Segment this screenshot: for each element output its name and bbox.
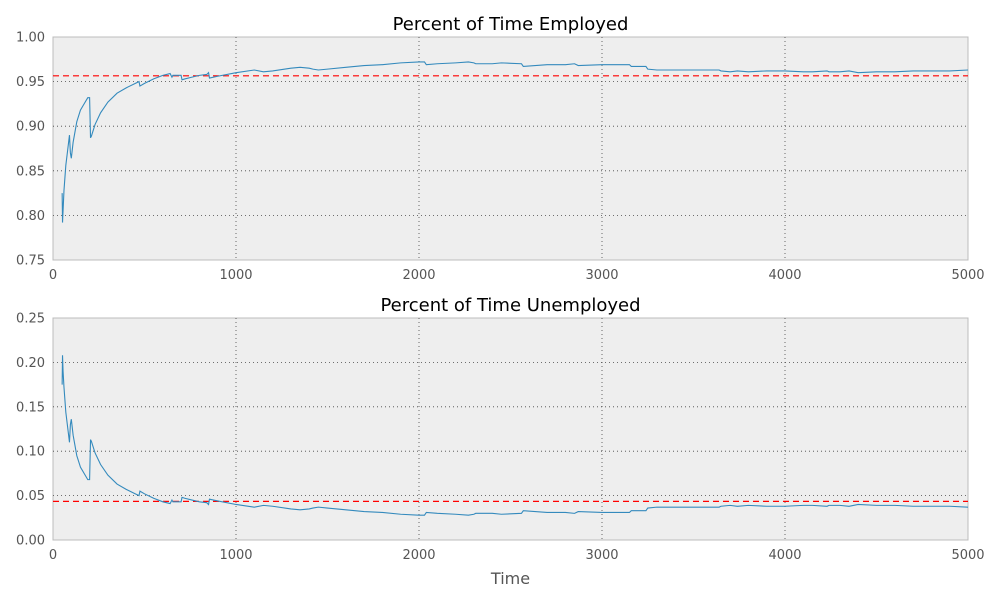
x-tick-label: 5000 bbox=[951, 548, 984, 563]
plot-area bbox=[52, 36, 969, 261]
y-tick-label: 0.25 bbox=[16, 312, 45, 327]
chart-title: Percent of Time Employed bbox=[393, 14, 629, 35]
x-tick-label: 0 bbox=[49, 548, 57, 563]
x-tick-label: 1000 bbox=[219, 268, 252, 283]
x-tick-label: 4000 bbox=[768, 548, 801, 563]
series-line-1 bbox=[61, 355, 969, 516]
x-tick-label: 5000 bbox=[951, 268, 984, 283]
y-tick-label: 0.05 bbox=[16, 489, 45, 504]
x-axis-label: Time bbox=[490, 569, 530, 588]
y-tick-label: 0.00 bbox=[16, 534, 45, 549]
x-tick-label: 0 bbox=[49, 268, 57, 283]
x-tick-label: 2000 bbox=[402, 548, 435, 563]
y-tick-label: 0.95 bbox=[16, 75, 45, 90]
chart-panel-1: 0 1000 2000 3000 4000 5000 0.75 0.80 0.85 0.90 0.9… bbox=[16, 14, 985, 283]
y-tick-label: 0.80 bbox=[16, 209, 45, 224]
chart-panel-2: 0 1000 2000 3000 4000 5000 0.00 0.05 0.10 0.15 0.2… bbox=[16, 295, 985, 588]
y-tick-label: 0.75 bbox=[16, 254, 45, 269]
x-tick-label: 2000 bbox=[402, 268, 435, 283]
y-tick-label: 0.85 bbox=[16, 164, 45, 179]
y-tick-label: 0.20 bbox=[16, 356, 45, 371]
y-tick-label: 1.00 bbox=[16, 31, 45, 46]
chart-title: Percent of Time Unemployed bbox=[380, 295, 640, 316]
x-tick-label: 4000 bbox=[768, 268, 801, 283]
y-tick-label: 0.10 bbox=[16, 445, 45, 460]
x-tick-label: 1000 bbox=[219, 548, 252, 563]
y-tick-label: 0.15 bbox=[16, 400, 45, 415]
x-tick-label: 3000 bbox=[585, 268, 618, 283]
series-line-1 bbox=[61, 61, 969, 223]
plot-area bbox=[52, 317, 969, 541]
y-tick-label: 0.90 bbox=[16, 120, 45, 135]
x-tick-label: 3000 bbox=[585, 548, 618, 563]
